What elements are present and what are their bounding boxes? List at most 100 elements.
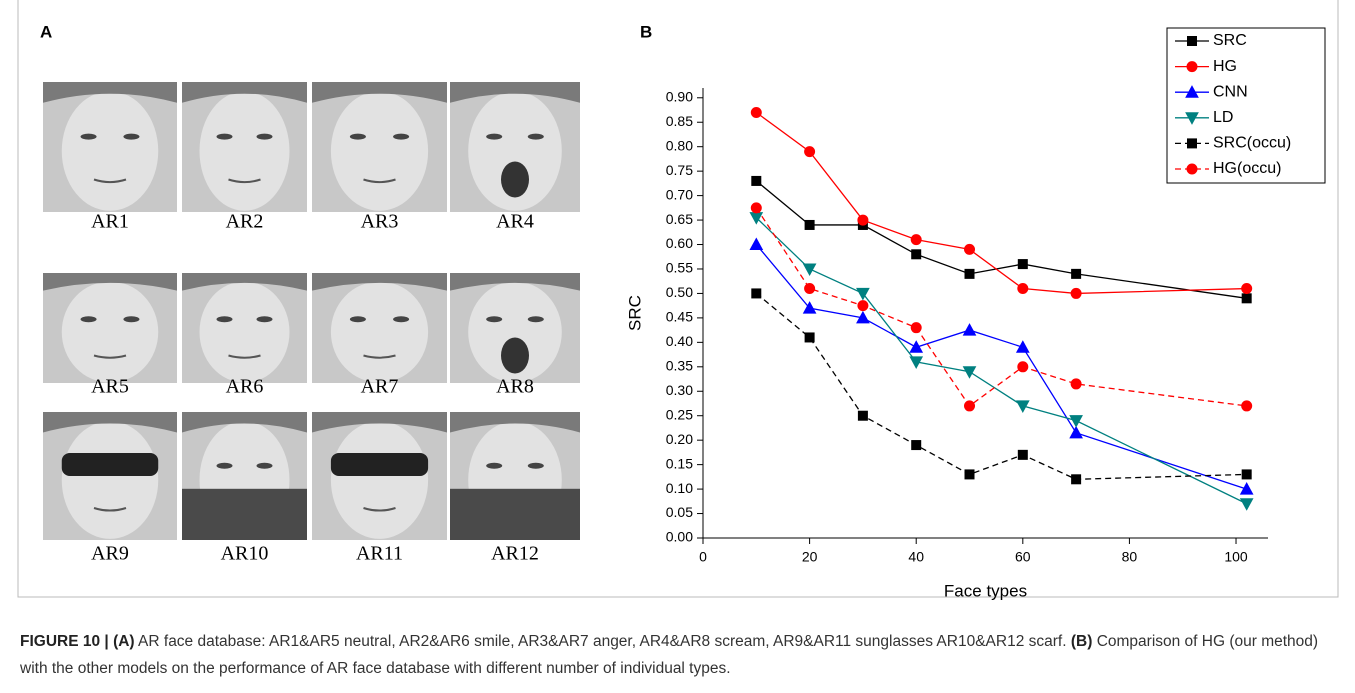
face-label: AR1	[91, 211, 129, 233]
hair	[312, 273, 447, 291]
face-label: AR6	[226, 376, 264, 398]
marker	[1241, 283, 1253, 295]
marker	[962, 366, 977, 379]
face-shape	[330, 421, 429, 539]
legend-label: LD	[1213, 109, 1233, 126]
series	[749, 212, 1254, 511]
scarf	[182, 488, 307, 540]
marker	[1186, 163, 1198, 175]
y-tick-label: 0.35	[666, 358, 693, 374]
eye	[80, 316, 97, 323]
face-shape	[61, 91, 159, 211]
face-shape	[468, 281, 562, 383]
y-axis-title: SRC	[625, 295, 644, 331]
sunglasses	[61, 452, 159, 476]
x-axis-title: Face types	[944, 581, 1027, 600]
scarf	[450, 488, 580, 540]
marker	[857, 214, 869, 226]
marker	[1017, 259, 1028, 270]
marker	[857, 300, 869, 312]
marker	[804, 283, 816, 295]
marker	[749, 237, 764, 251]
hair	[312, 412, 447, 433]
marker	[1071, 268, 1082, 279]
x-tick-label: 20	[802, 549, 818, 565]
eye	[123, 316, 140, 323]
mouth	[228, 178, 261, 184]
face-photo	[182, 412, 307, 540]
series-line	[755, 111, 1247, 295]
eye	[527, 316, 544, 323]
marker	[964, 400, 976, 412]
marker	[1241, 400, 1253, 412]
marker	[857, 410, 868, 421]
marker	[911, 440, 922, 451]
marker	[1070, 378, 1082, 390]
face-photo	[450, 82, 580, 212]
face-photo	[182, 273, 307, 383]
mouth	[93, 178, 127, 184]
hair	[43, 412, 177, 433]
y-tick-label: 0.10	[666, 480, 693, 496]
chart: 0.00 0.05 0.10 0.15 0.20 0.25 0.30 0.35 0.40 0.45…	[625, 27, 1326, 600]
caption-text: Comparison of HG (our method) with the o…	[20, 633, 1319, 677]
face-label: AR5	[91, 376, 129, 398]
y-tick-label: 0.90	[666, 88, 693, 104]
y-tick-label: 0.30	[666, 382, 693, 398]
face-label: AR12	[491, 543, 539, 565]
panel-label: A	[40, 22, 52, 41]
legend-box	[1166, 27, 1326, 184]
hair	[182, 82, 307, 103]
face-label: AR3	[361, 211, 399, 233]
eye	[393, 133, 410, 140]
marker	[909, 340, 924, 353]
y-tick-label: 0.85	[666, 113, 693, 129]
marker	[1017, 361, 1029, 373]
series-line	[755, 180, 1247, 299]
marker	[1069, 415, 1083, 428]
figure-frame	[17, 0, 1339, 598]
marker	[1015, 400, 1030, 413]
eye	[527, 462, 544, 469]
face-label: AR11	[356, 543, 403, 565]
eye	[216, 462, 233, 469]
marker	[804, 332, 815, 343]
face-label: AR10	[221, 543, 269, 565]
y-tick-label: 0.75	[666, 162, 693, 178]
caption-tag: (B)	[1070, 633, 1093, 650]
face-shape	[61, 281, 159, 383]
face-label: AR9	[91, 543, 129, 565]
hair	[450, 412, 580, 433]
legend-label: HG	[1213, 58, 1237, 75]
y-tick-label: 0.00	[666, 529, 693, 545]
marker	[910, 322, 922, 334]
hair	[450, 82, 580, 103]
sunglasses	[330, 452, 429, 476]
marker	[964, 469, 975, 480]
face-label: AR7	[361, 376, 399, 398]
face-shape	[199, 281, 290, 383]
hair	[182, 273, 307, 291]
series-line	[755, 292, 1247, 480]
marker	[1186, 61, 1198, 73]
face-shape	[330, 281, 429, 383]
mouth	[363, 507, 396, 512]
eye	[486, 133, 503, 140]
eye	[349, 133, 366, 140]
y-tick-label: 0.55	[666, 260, 693, 276]
y-tick-label: 0.50	[666, 284, 693, 300]
legend-label: HG(occu)	[1213, 160, 1281, 177]
marker	[1069, 425, 1083, 439]
face-photo	[182, 82, 307, 212]
y-tick-label: 0.40	[666, 333, 693, 349]
marker	[910, 234, 922, 246]
face-photo	[312, 412, 447, 540]
marker	[1015, 340, 1030, 353]
marker	[802, 263, 817, 277]
hair	[43, 82, 177, 103]
marker	[962, 323, 977, 336]
face-shape	[330, 91, 429, 211]
marker	[964, 268, 975, 279]
marker	[804, 219, 815, 230]
